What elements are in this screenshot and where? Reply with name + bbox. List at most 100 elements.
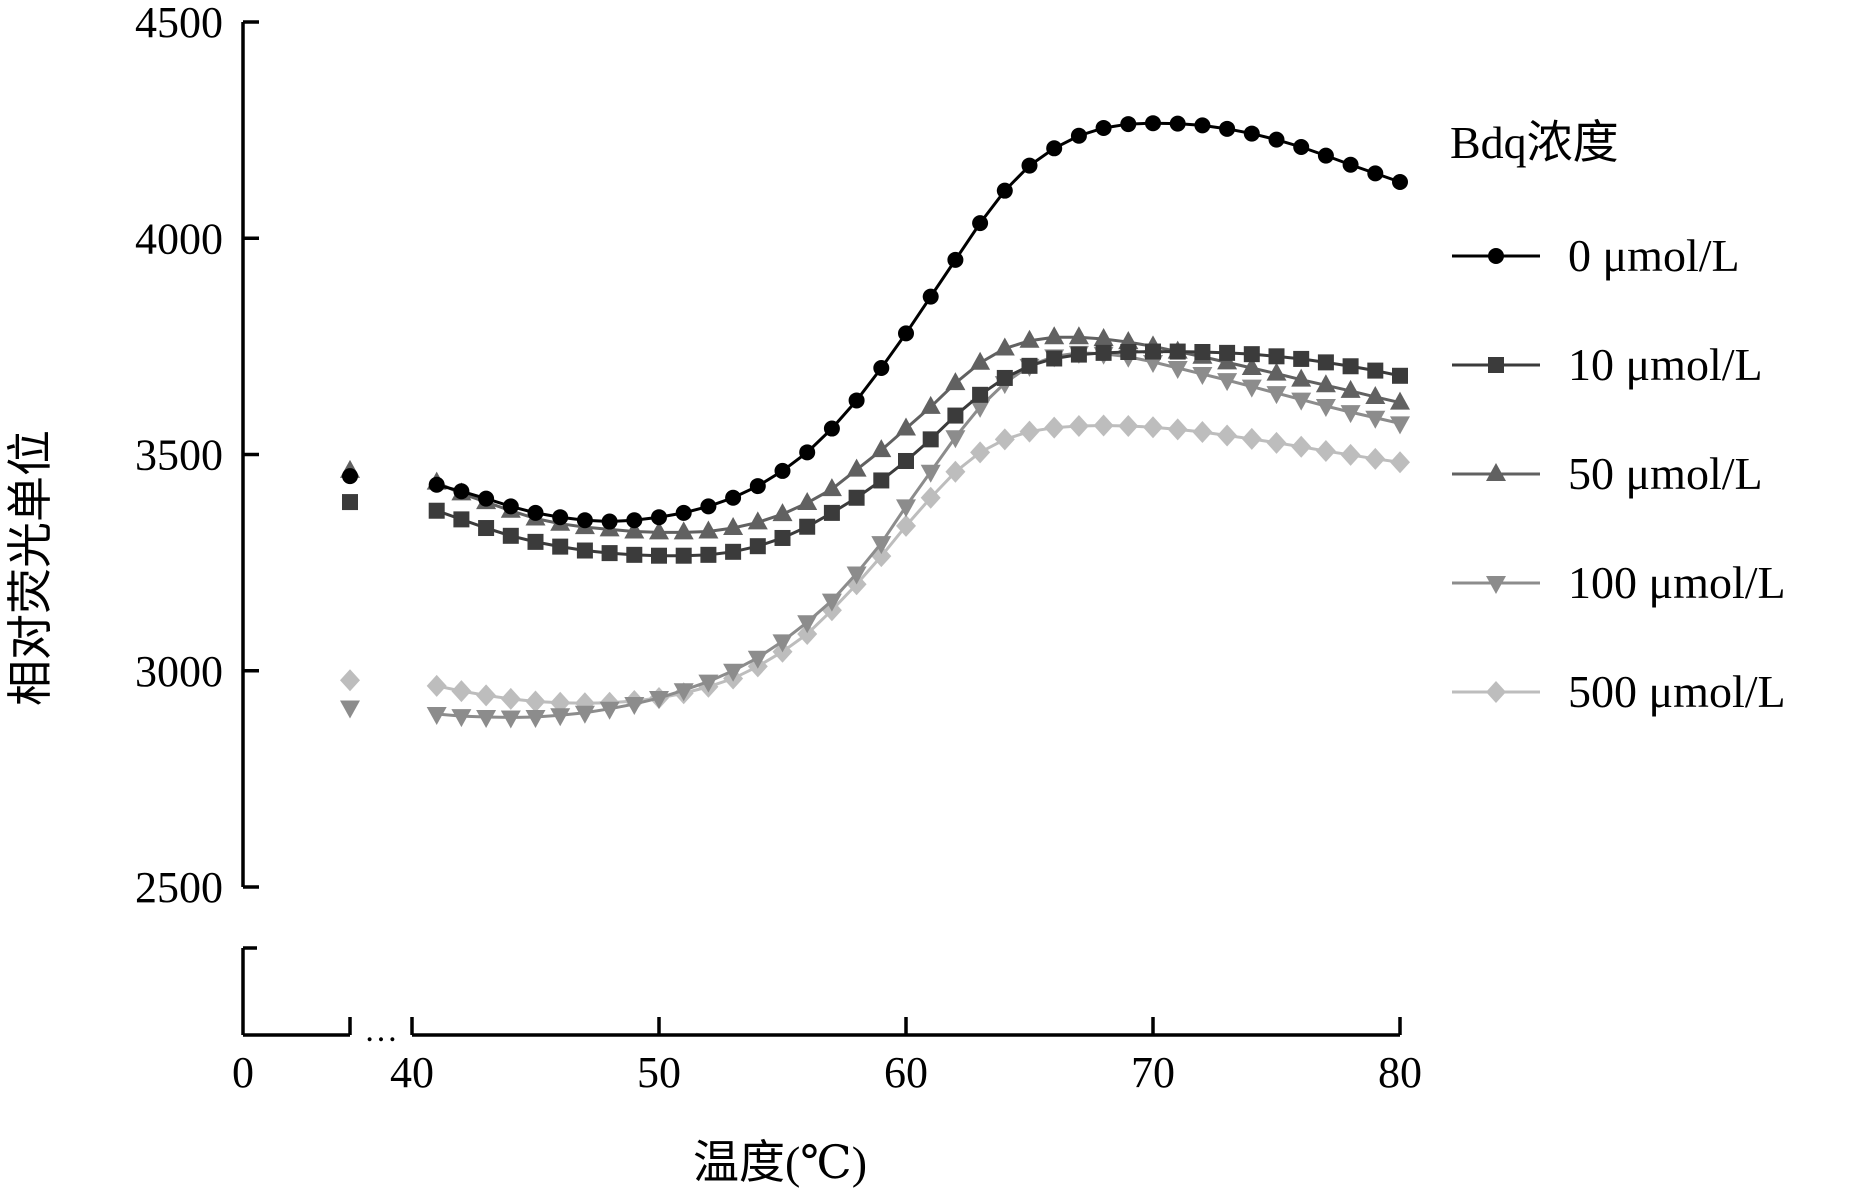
- data-point: [626, 512, 643, 529]
- data-point: [1243, 125, 1260, 142]
- data-point: [1392, 174, 1408, 191]
- data-point: [823, 504, 840, 521]
- data-point: [651, 509, 667, 526]
- data-point: [552, 538, 569, 555]
- data-point: [1317, 147, 1334, 164]
- data-point: [502, 527, 519, 544]
- data-point: [1315, 440, 1336, 463]
- data-point: [500, 687, 521, 710]
- data-point: [700, 546, 717, 563]
- data-point: [451, 709, 472, 728]
- y-tick-label: 3500: [135, 431, 223, 480]
- data-point: [1291, 392, 1312, 411]
- data-point: [1243, 346, 1260, 363]
- data-point: [970, 441, 991, 464]
- data-point: [624, 520, 645, 539]
- data-point: [527, 533, 544, 550]
- data-point: [476, 710, 497, 729]
- data-point: [1145, 343, 1161, 360]
- data-point: [799, 518, 816, 535]
- data-point: [1268, 348, 1285, 365]
- data-point: [970, 399, 991, 418]
- data-point: [651, 547, 667, 564]
- y-tick-label: 3000: [135, 647, 223, 696]
- data-point: [550, 691, 571, 714]
- series-triangle-down: [340, 345, 1410, 729]
- series-line: [436, 335, 1401, 534]
- data-point: [500, 710, 521, 729]
- data-point: [1143, 416, 1163, 439]
- data-point: [527, 504, 544, 521]
- data-point: [1340, 405, 1361, 424]
- data-point: [453, 511, 470, 528]
- data-point: [873, 360, 890, 376]
- y-tick-label: 4000: [135, 214, 223, 263]
- initial-data-point: [342, 494, 358, 511]
- x-axis-label: 温度(℃): [693, 1137, 867, 1188]
- data-point: [626, 546, 643, 563]
- data-point: [426, 707, 447, 725]
- data-point: [1044, 416, 1065, 439]
- data-point: [525, 690, 546, 713]
- data-point: [1120, 116, 1137, 133]
- data-point: [1241, 427, 1262, 450]
- data-point: [774, 529, 791, 546]
- initial-data-point: [340, 669, 360, 692]
- legend-item: 100 μmol/L: [1452, 557, 1786, 608]
- data-point: [1365, 410, 1386, 429]
- legend-marker: [1488, 248, 1504, 264]
- data-point: [749, 478, 766, 495]
- data-point: [1093, 328, 1114, 347]
- x-tick-label: 80: [1378, 1048, 1422, 1097]
- data-point: [723, 663, 744, 682]
- data-point: [624, 697, 645, 716]
- data-point: [846, 566, 867, 585]
- data-point: [1169, 115, 1186, 132]
- legend-label: 0 μmol/L: [1568, 230, 1740, 281]
- data-point: [1390, 391, 1410, 410]
- data-point: [576, 542, 593, 559]
- data-point: [996, 182, 1013, 199]
- data-point: [749, 538, 766, 555]
- data-point: [1093, 414, 1114, 437]
- data-point: [772, 503, 793, 522]
- data-point: [1340, 379, 1361, 398]
- data-point: [1217, 424, 1238, 447]
- data-point: [675, 504, 692, 521]
- legend-label: 10 μmol/L: [1568, 339, 1763, 390]
- data-point: [873, 472, 890, 489]
- data-point: [994, 428, 1015, 451]
- data-point: [1390, 416, 1410, 435]
- data-point: [525, 710, 546, 729]
- data-point: [574, 705, 595, 724]
- data-point: [1120, 343, 1137, 360]
- x-tick-label: 60: [884, 1048, 928, 1097]
- series-line: [436, 424, 1401, 705]
- data-point: [947, 251, 964, 268]
- data-point: [774, 462, 791, 479]
- series-diamond: [340, 414, 1410, 715]
- data-point: [1367, 362, 1384, 379]
- data-point: [848, 392, 865, 409]
- data-point: [1367, 165, 1384, 182]
- data-point: [797, 622, 818, 645]
- data-point: [797, 491, 818, 510]
- axes: 2500 3000 3500 4000 4500 … 0 40 50 60 70 80: [135, 0, 1422, 1097]
- data-point: [1044, 326, 1065, 345]
- data-point: [451, 680, 472, 703]
- data-point: [972, 386, 989, 403]
- data-point: [772, 634, 793, 653]
- data-point: [1266, 431, 1287, 454]
- legend-title: Bdq浓度: [1450, 117, 1619, 168]
- legend-marker: [1486, 463, 1506, 481]
- data-point: [1217, 373, 1238, 392]
- legend-label: 500 μmol/L: [1568, 666, 1786, 717]
- data-point: [1365, 447, 1386, 470]
- legend-item: 500 μmol/L: [1452, 666, 1786, 717]
- data-point: [552, 509, 569, 526]
- data-point: [478, 490, 495, 507]
- data-point: [1145, 115, 1161, 132]
- data-point: [922, 288, 939, 305]
- x-tick-label: 40: [390, 1048, 434, 1097]
- data-point: [1342, 358, 1359, 375]
